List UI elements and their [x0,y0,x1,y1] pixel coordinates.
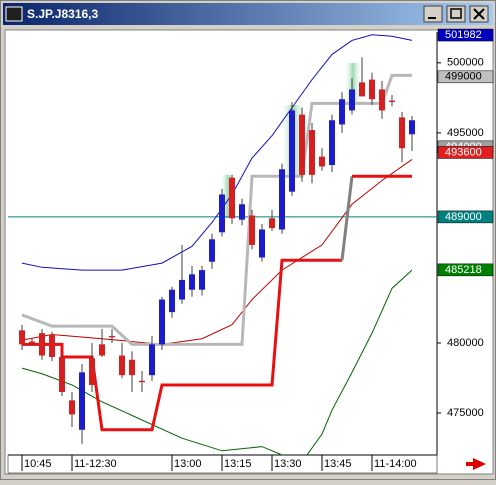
y-tick-label: 495000 [447,127,484,139]
candle-body [69,400,75,415]
candle-body [169,289,175,313]
candle-body [149,344,155,376]
price-label: 499000 [445,71,482,83]
candle-body [239,204,245,220]
indicator-line [340,176,354,261]
highlight-zone [344,63,362,105]
candle-body [329,120,335,166]
candle-body [389,100,395,103]
candle-body [339,99,345,125]
candle-body [189,274,195,290]
y-tick-label: 475000 [447,407,484,419]
price-label: 485218 [445,264,482,276]
price-label-box [437,28,494,42]
candle-body [219,194,225,233]
candle-body [369,79,375,100]
price-label-box [437,210,494,224]
price-label-box [437,70,494,84]
candle-body [49,334,55,357]
candle-body [409,120,415,135]
candle-body [79,372,85,430]
icon [450,8,462,19]
candle-body [289,110,295,192]
icon [473,8,485,20]
candle-body [139,380,145,383]
candle-body [379,89,385,111]
candle-body [249,215,255,245]
title-bar [3,3,493,25]
candle-body [349,89,355,111]
price-label: 493600 [445,146,482,158]
candle-body [199,270,205,290]
price-label-box [437,263,494,277]
candle-body [159,299,165,345]
candle-body [259,229,265,258]
app-icon [5,6,23,22]
x-tick-label: 13:00 [174,458,202,470]
window-title: S.JP.J8316,3 [27,7,99,21]
x-tick-label: 11-12:30 [74,458,117,470]
chart-area [4,29,494,475]
y-tick-label: 480000 [447,337,484,349]
candle-body [269,218,275,229]
candle-body [359,82,365,97]
candle-body [99,344,105,356]
candle-body [19,330,25,345]
price-label-box [437,146,494,159]
x-tick-label: 13:15 [224,458,252,470]
candle-body [229,177,235,219]
candle-body [129,359,135,376]
x-tick-label: 10:45 [24,458,52,470]
minimize-button[interactable] [423,5,443,23]
scroll-arrow[interactable] [466,458,486,470]
price-label: 501982 [445,29,482,41]
window-buttons[interactable] [423,5,489,23]
candle-body [39,333,45,356]
indicator-line [22,258,342,432]
candle-body [109,335,115,338]
x-tick-label: 11-14:00 [374,458,417,470]
indicator-line [21,73,412,346]
x-tick-label: 13:30 [274,458,302,470]
candle-body [399,117,405,149]
y-tick-label: 500000 [447,57,484,69]
x-tick-label: 13:45 [324,458,352,470]
indicator-line [21,269,413,455]
candle-body [89,358,95,385]
candle-body [319,156,325,167]
price-label: 489000 [445,211,482,223]
candle-body [29,341,35,343]
candle-body [59,356,65,392]
candle-body [279,169,285,230]
plot [8,34,437,455]
candle-body [309,130,315,175]
indicator-line [21,34,413,271]
candle-body [179,279,185,300]
candle-body [299,114,305,175]
candle-body [119,355,125,376]
candle-body [209,239,215,262]
indicator-line [21,159,413,345]
